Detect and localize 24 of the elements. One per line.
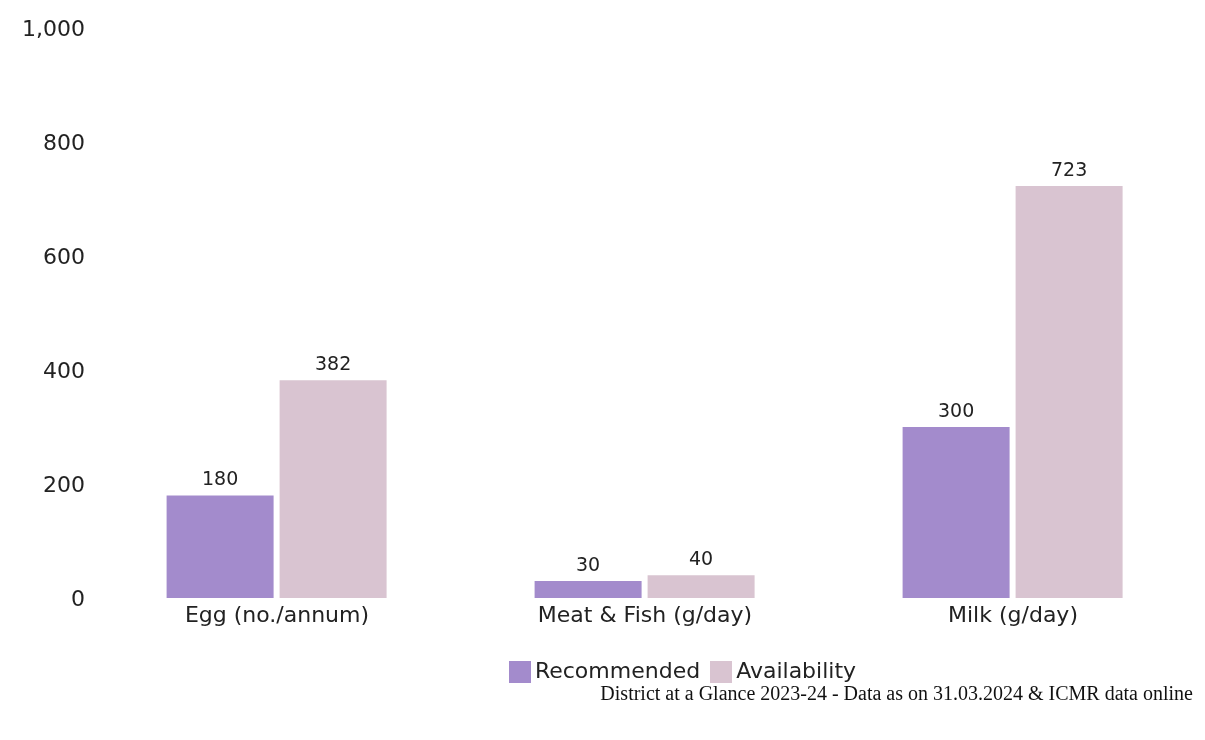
bar — [279, 380, 387, 598]
text: District at a Glance 2023-24 - Data as on 31.03.2024 & ICMR data online — [599, 682, 1194, 705]
bar — [902, 427, 1010, 598]
data-label: 723 — [1050, 157, 1088, 180]
bar — [166, 495, 274, 598]
x-tick-label: Milk (g/day) — [948, 601, 1078, 627]
legend-label: Recommended — [534, 658, 701, 683]
y-tick-label: 600 — [43, 243, 85, 269]
bar — [1015, 185, 1123, 598]
x-tick-label: Meat & Fish (g/day) — [537, 601, 753, 627]
y-tick-label: 200 — [43, 471, 85, 497]
data-label: 300 — [937, 399, 975, 421]
data-label: 382 — [314, 352, 352, 375]
y-tick-label: 800 — [43, 129, 85, 155]
y-tick-label: 1,000 — [22, 15, 85, 41]
data-label: 30 — [576, 552, 601, 575]
y-tick-label: 400 — [43, 357, 85, 383]
data-label: 40 — [689, 547, 714, 570]
legend-label: Availability — [736, 658, 857, 683]
bar — [534, 580, 642, 598]
data-label: 180 — [201, 467, 239, 490]
y-tick-label: 0 — [71, 585, 85, 611]
bar — [647, 575, 755, 598]
x-tick-label: Egg (no./annum) — [184, 601, 370, 627]
